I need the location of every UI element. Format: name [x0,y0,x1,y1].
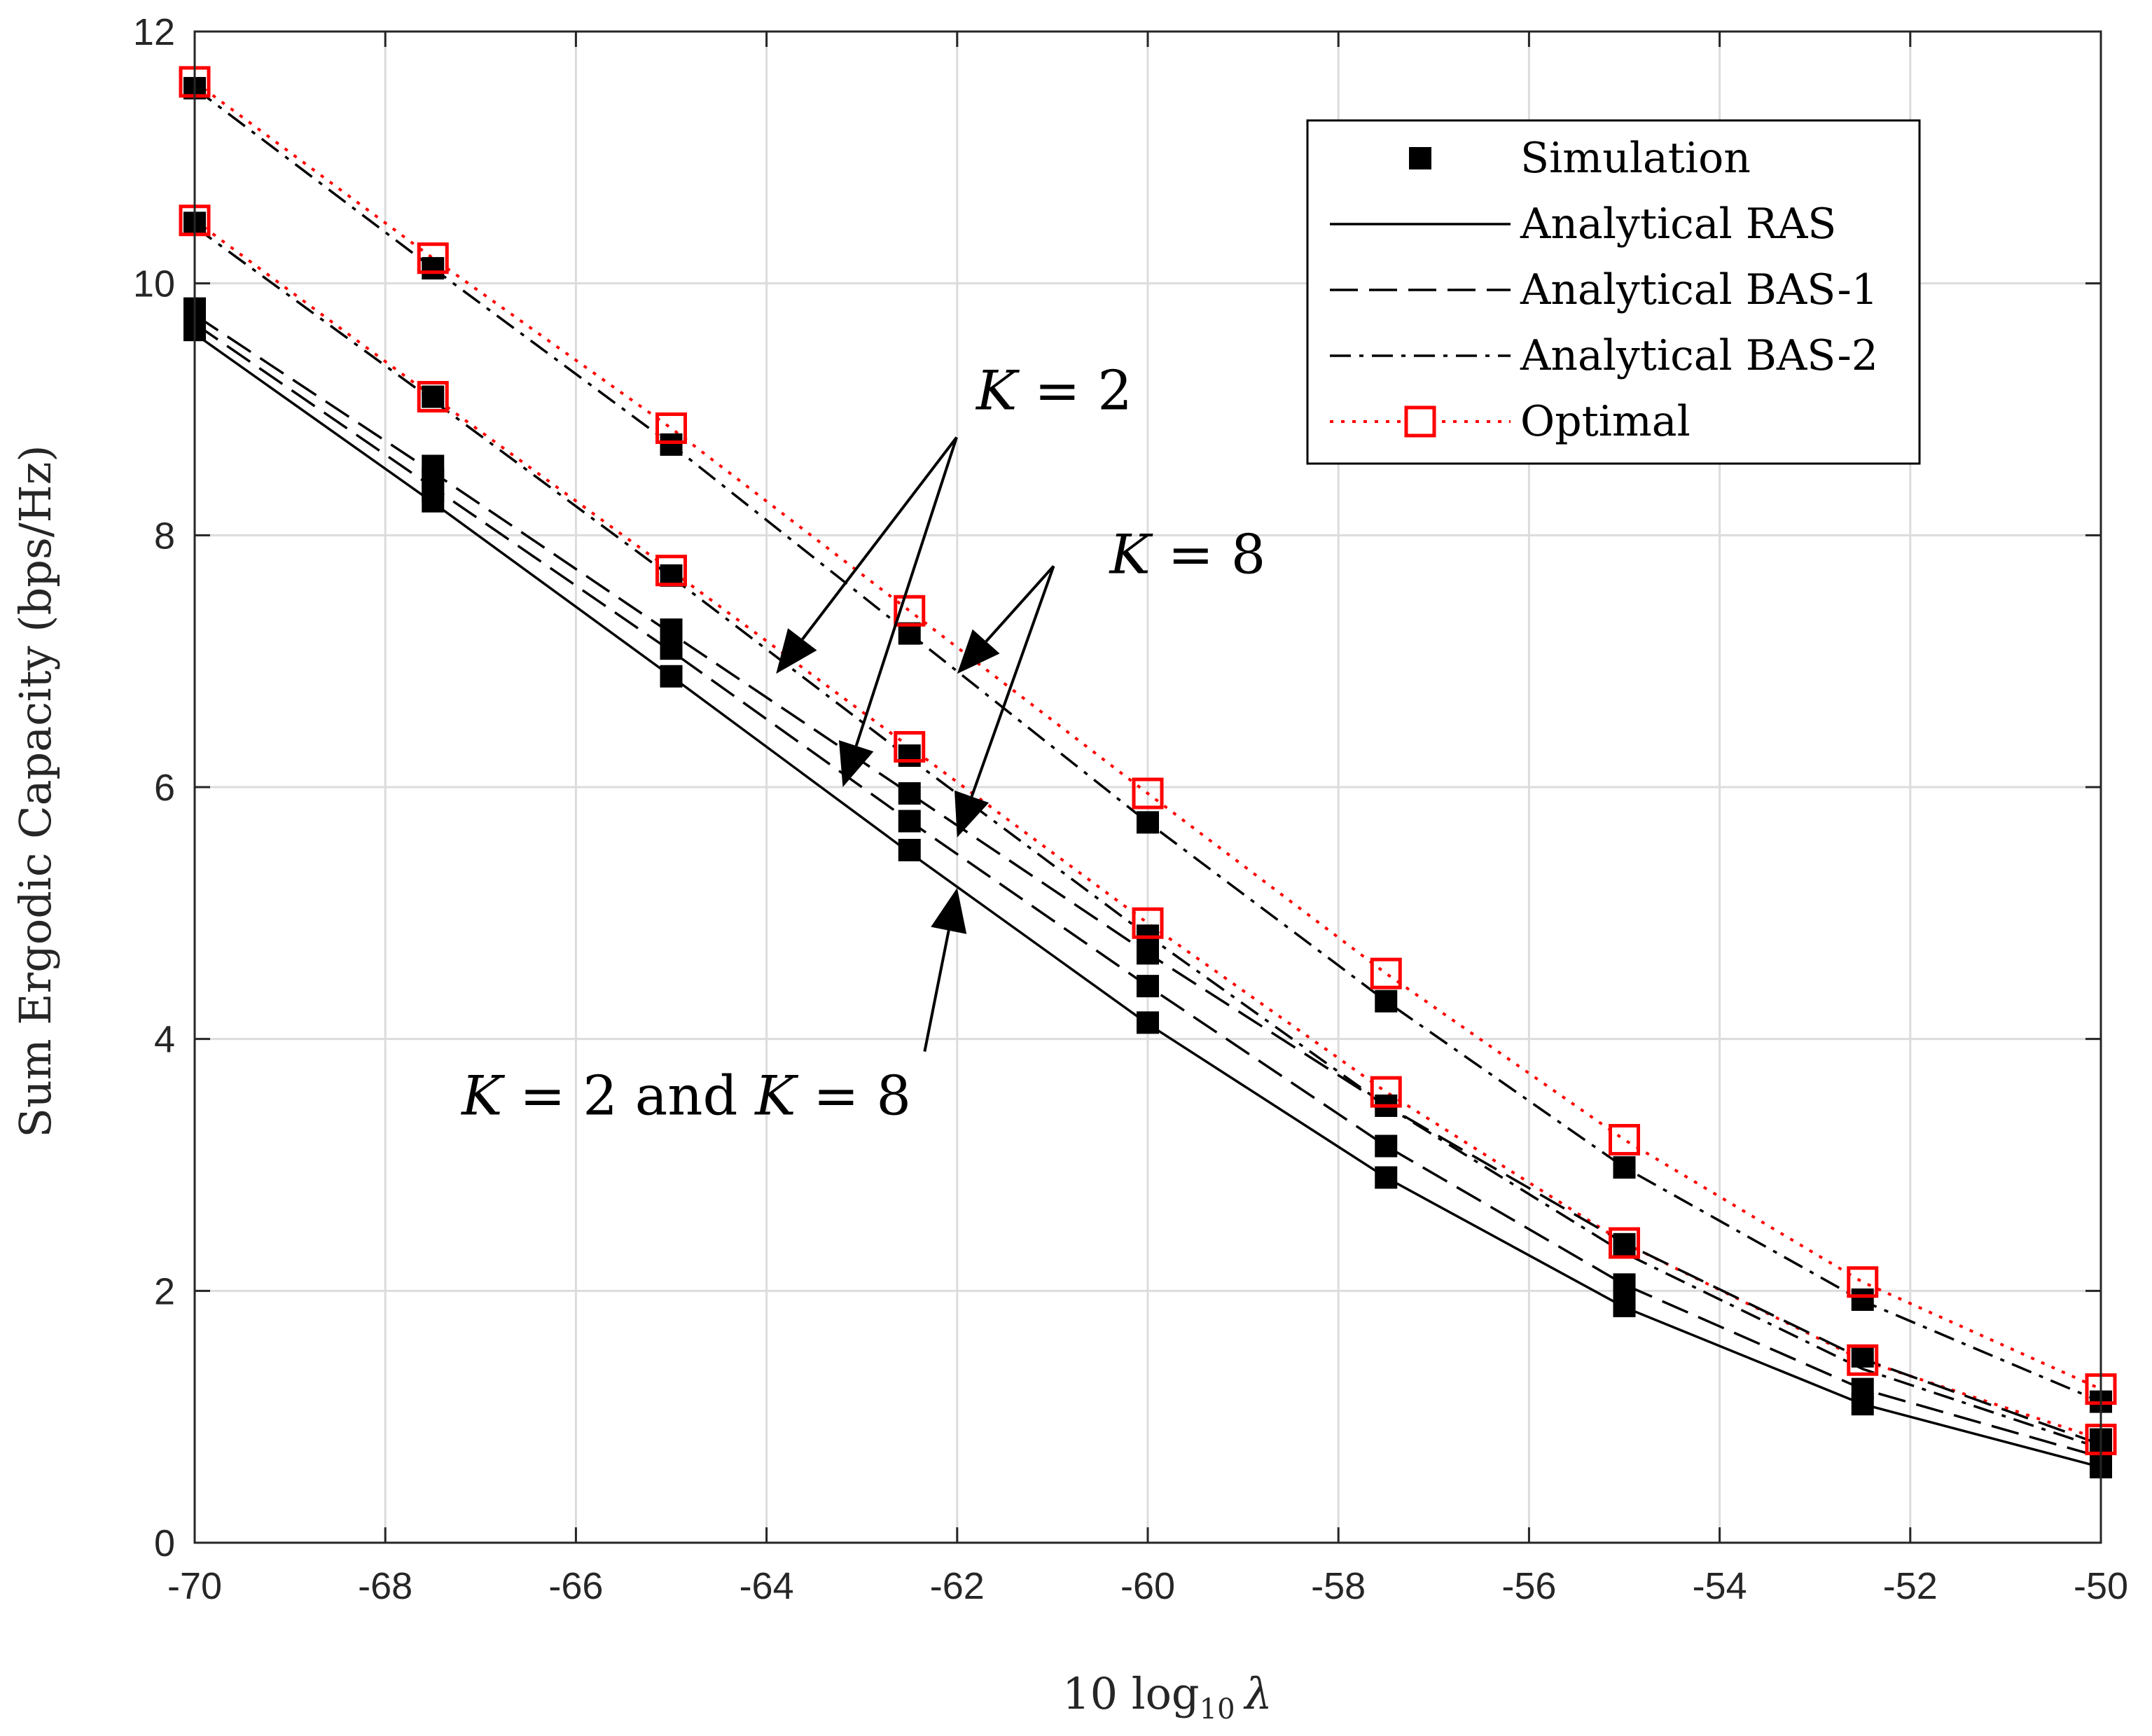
x-tick-label: -60 [1120,1565,1175,1607]
simulation-marker [898,782,921,805]
series-line-optimal [193,219,2102,1441]
annotation-rest: = 2 [1017,360,1132,423]
y-tick-label: 8 [154,515,175,557]
optimal-marker [894,730,926,763]
x-axis-label: 10 log10 λ [1062,1668,1272,1725]
x-tick-label: -56 [1501,1565,1556,1607]
annotation-arrow-head [776,628,817,674]
y-tick-label: 0 [154,1522,175,1564]
series-line-optimal [193,81,2102,1391]
annotations: K = 2K = 8K = 2 and K = 8 [460,360,1265,1128]
y-tick-label: 6 [154,767,175,809]
legend-label: Simulation [1520,134,1751,183]
x-tick-label: -50 [2074,1565,2128,1607]
annotation-rest: = 2 and [502,1065,755,1128]
annotation-var: K [754,1065,799,1128]
x-tick-label: -52 [1883,1565,1938,1607]
legend: Simulation Analytical RAS Analytical BAS-1… [1306,119,1921,465]
optimal-marker [894,595,926,627]
simulation-marker [422,489,445,513]
annotation-var: K [975,360,1020,423]
x-axis-label-sub: 10 [1200,1693,1235,1725]
y-axis-label: Sum Ergodic Capacity (bps/Hz) [10,445,61,1137]
annotation-text: K = 8 [1109,523,1266,586]
simulation-marker [1137,975,1159,998]
optimal-marker [1609,1124,1640,1156]
simulation-marker [898,744,921,768]
legend-label: Analytical RAS [1520,200,1836,249]
simulation-marker [1851,1393,1874,1416]
optimal-marker [1847,1344,1879,1376]
x-tick-label: -64 [740,1565,794,1607]
optimal-marker [417,242,449,275]
simulation-marker [422,385,445,408]
simulation-marker [898,838,921,861]
legend-label: Analytical BAS-1 [1520,265,1878,314]
legend-optimal-marker [1404,405,1436,438]
annotation-arrow-line [854,436,958,747]
simulation-marker [1613,1294,1636,1317]
simulation-marker [1137,942,1159,965]
simulation-marker [660,618,683,641]
x-tick-label: -66 [548,1565,603,1607]
simulation-marker [1375,989,1398,1013]
annotation-var: K [460,1065,506,1128]
annotation-arrow-line [970,565,1055,798]
x-tick-label: -62 [930,1565,985,1607]
y-tick-label: 4 [154,1019,175,1061]
simulation-marker [1613,1273,1636,1296]
optimal-marker [1132,777,1164,810]
simulation-marker [1851,1288,1874,1311]
annotation-rest: = 8 [1151,523,1266,586]
simulation-marker [1137,1011,1159,1034]
optimal-marker [1609,1227,1640,1259]
optimal-marker [1847,1266,1879,1298]
simulation-marker [422,257,445,280]
legend-label: Analytical BAS-2 [1520,331,1878,380]
simulation-marker [898,810,921,833]
legend-label: Optimal [1520,397,1691,446]
annotation-text: K = 2 and K = 8 [460,1065,911,1128]
y-tick-label: 2 [154,1270,175,1312]
y-tick-label: 10 [133,263,175,305]
simulation-marker [1375,1166,1398,1189]
x-tick-label: -70 [167,1565,222,1607]
y-tick-label: 12 [133,11,175,53]
optimal-marker [655,412,687,444]
optimal-marker [1132,907,1164,939]
optimal-marker [417,381,449,413]
x-tick-label: -68 [358,1565,412,1607]
annotation-arrow-head [838,739,874,787]
annotation-arrow-line [985,564,1055,643]
optimal-marker [1370,1076,1402,1108]
series-line-dashdot [193,87,2102,1403]
optimal-marker [655,555,687,587]
x-tick-label: -58 [1311,1565,1366,1607]
annotation-arrow-head [954,790,990,838]
x-axis-label-symbol: λ [1243,1668,1272,1719]
annotation-text: K = 2 [975,360,1132,423]
annotation-arrow-line [923,930,950,1052]
optimal-marker [1370,957,1402,989]
simulation-marker [660,637,683,660]
simulation-marker [660,433,683,456]
annotation-arrow-head [957,629,1000,674]
annotation-rest: = 8 [796,1065,911,1128]
simulation-marker [1851,1345,1874,1368]
annotation-arrow-line [801,436,958,641]
axis-ticks: -70 -68 -66 -64 -62 -60 -58 -56 -54 -52 -50 0 2 4 6 8 10… [133,11,2128,1607]
simulation-marker [1613,1156,1636,1179]
simulation-marker [1375,1134,1398,1158]
simulation-marker [1137,811,1159,834]
simulation-marker [1613,1232,1636,1256]
annotation-var: K [1109,523,1154,586]
annotation-arrow-head [931,887,967,934]
simulation-marker [660,665,683,688]
x-tick-label: -54 [1693,1565,1747,1607]
legend-simulation-marker [1409,147,1431,169]
x-axis-label-text: 10 log [1062,1668,1199,1719]
